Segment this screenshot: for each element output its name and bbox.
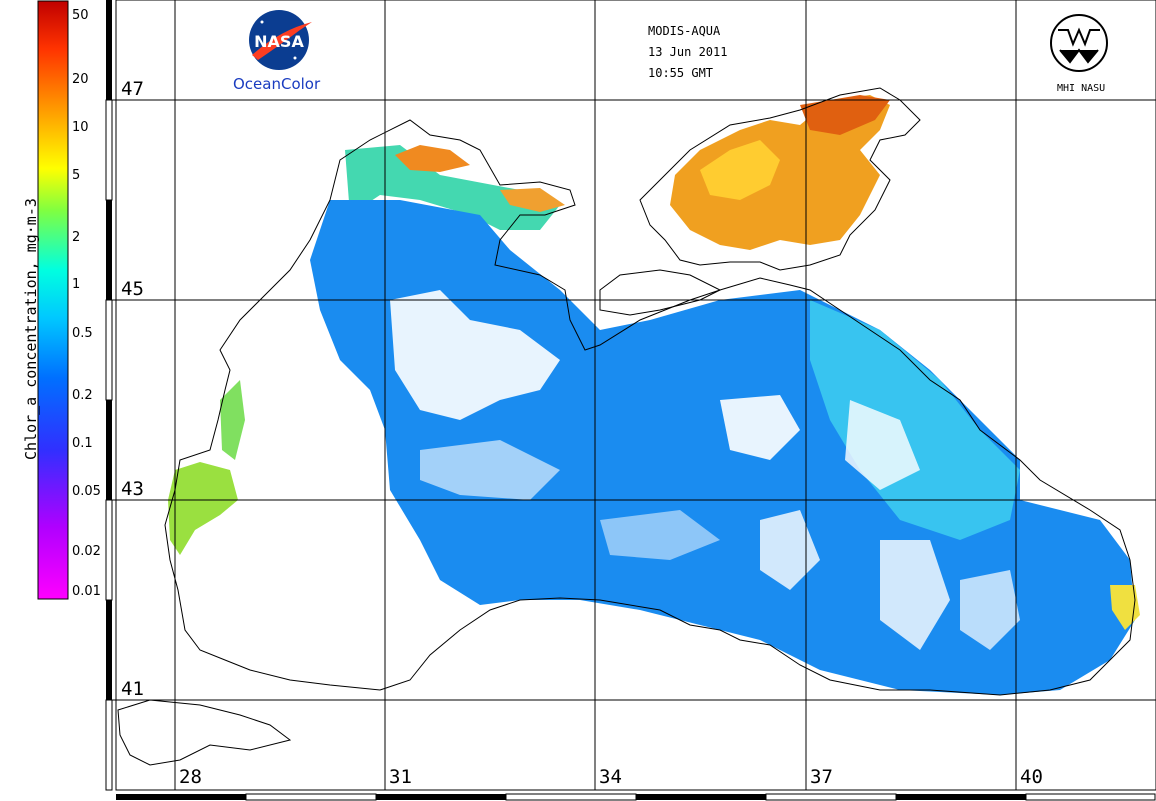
colorbar-tick: 0.05 (72, 484, 101, 499)
colorbar-title: Chlor_a concentration, mg·m-3 (22, 198, 40, 460)
colorbar-tick: 0.1 (72, 436, 93, 451)
lat-lon-grid (108, 0, 1156, 790)
lon-label-34: 34 (599, 766, 622, 788)
lon-label-31: 31 (389, 766, 412, 788)
lon-label-40: 40 (1020, 766, 1043, 788)
colorbar-tick: 0.02 (72, 544, 101, 559)
nasa-logo-text: NASA (254, 32, 304, 51)
lat-label-41: 41 (121, 678, 144, 700)
nasa-logo: NASA (249, 10, 312, 70)
mhi-nasu-label: MHI NASU (1057, 83, 1106, 94)
map-frame (115, 0, 1156, 791)
mhi-nasu-logo (1050, 14, 1108, 72)
lat-label-47: 47 (121, 78, 144, 100)
sea-chlorophyll-layer (168, 95, 1140, 695)
coastline (117, 87, 1136, 766)
colorbar-tick: 0.2 (72, 388, 93, 403)
colorbar-tick: 5 (72, 168, 81, 183)
colorbar-tick: 2 (72, 230, 81, 245)
bottom-scale-bar (116, 793, 1156, 801)
colorbar-tick: 50 (72, 8, 89, 23)
sensor-label: MODIS-AQUA (648, 24, 721, 38)
oceancolor-label: OceanColor (233, 75, 321, 93)
lat-label-43: 43 (121, 478, 144, 500)
time-label: 10:55 GMT (648, 66, 714, 80)
colorbar-tick: 20 (72, 72, 89, 87)
lon-label-28: 28 (179, 766, 202, 788)
colorbar (37, 0, 69, 600)
left-scale-bar (105, 0, 113, 791)
date-label: 13 Jun 2011 (648, 45, 728, 59)
colorbar-tick: 10 (72, 120, 89, 135)
colorbar-tick: 1 (72, 277, 81, 292)
lat-label-45: 45 (121, 278, 144, 300)
lon-label-37: 37 (810, 766, 833, 788)
colorbar-tick: 0.5 (72, 326, 93, 341)
colorbar-tick: 0.01 (72, 584, 101, 599)
